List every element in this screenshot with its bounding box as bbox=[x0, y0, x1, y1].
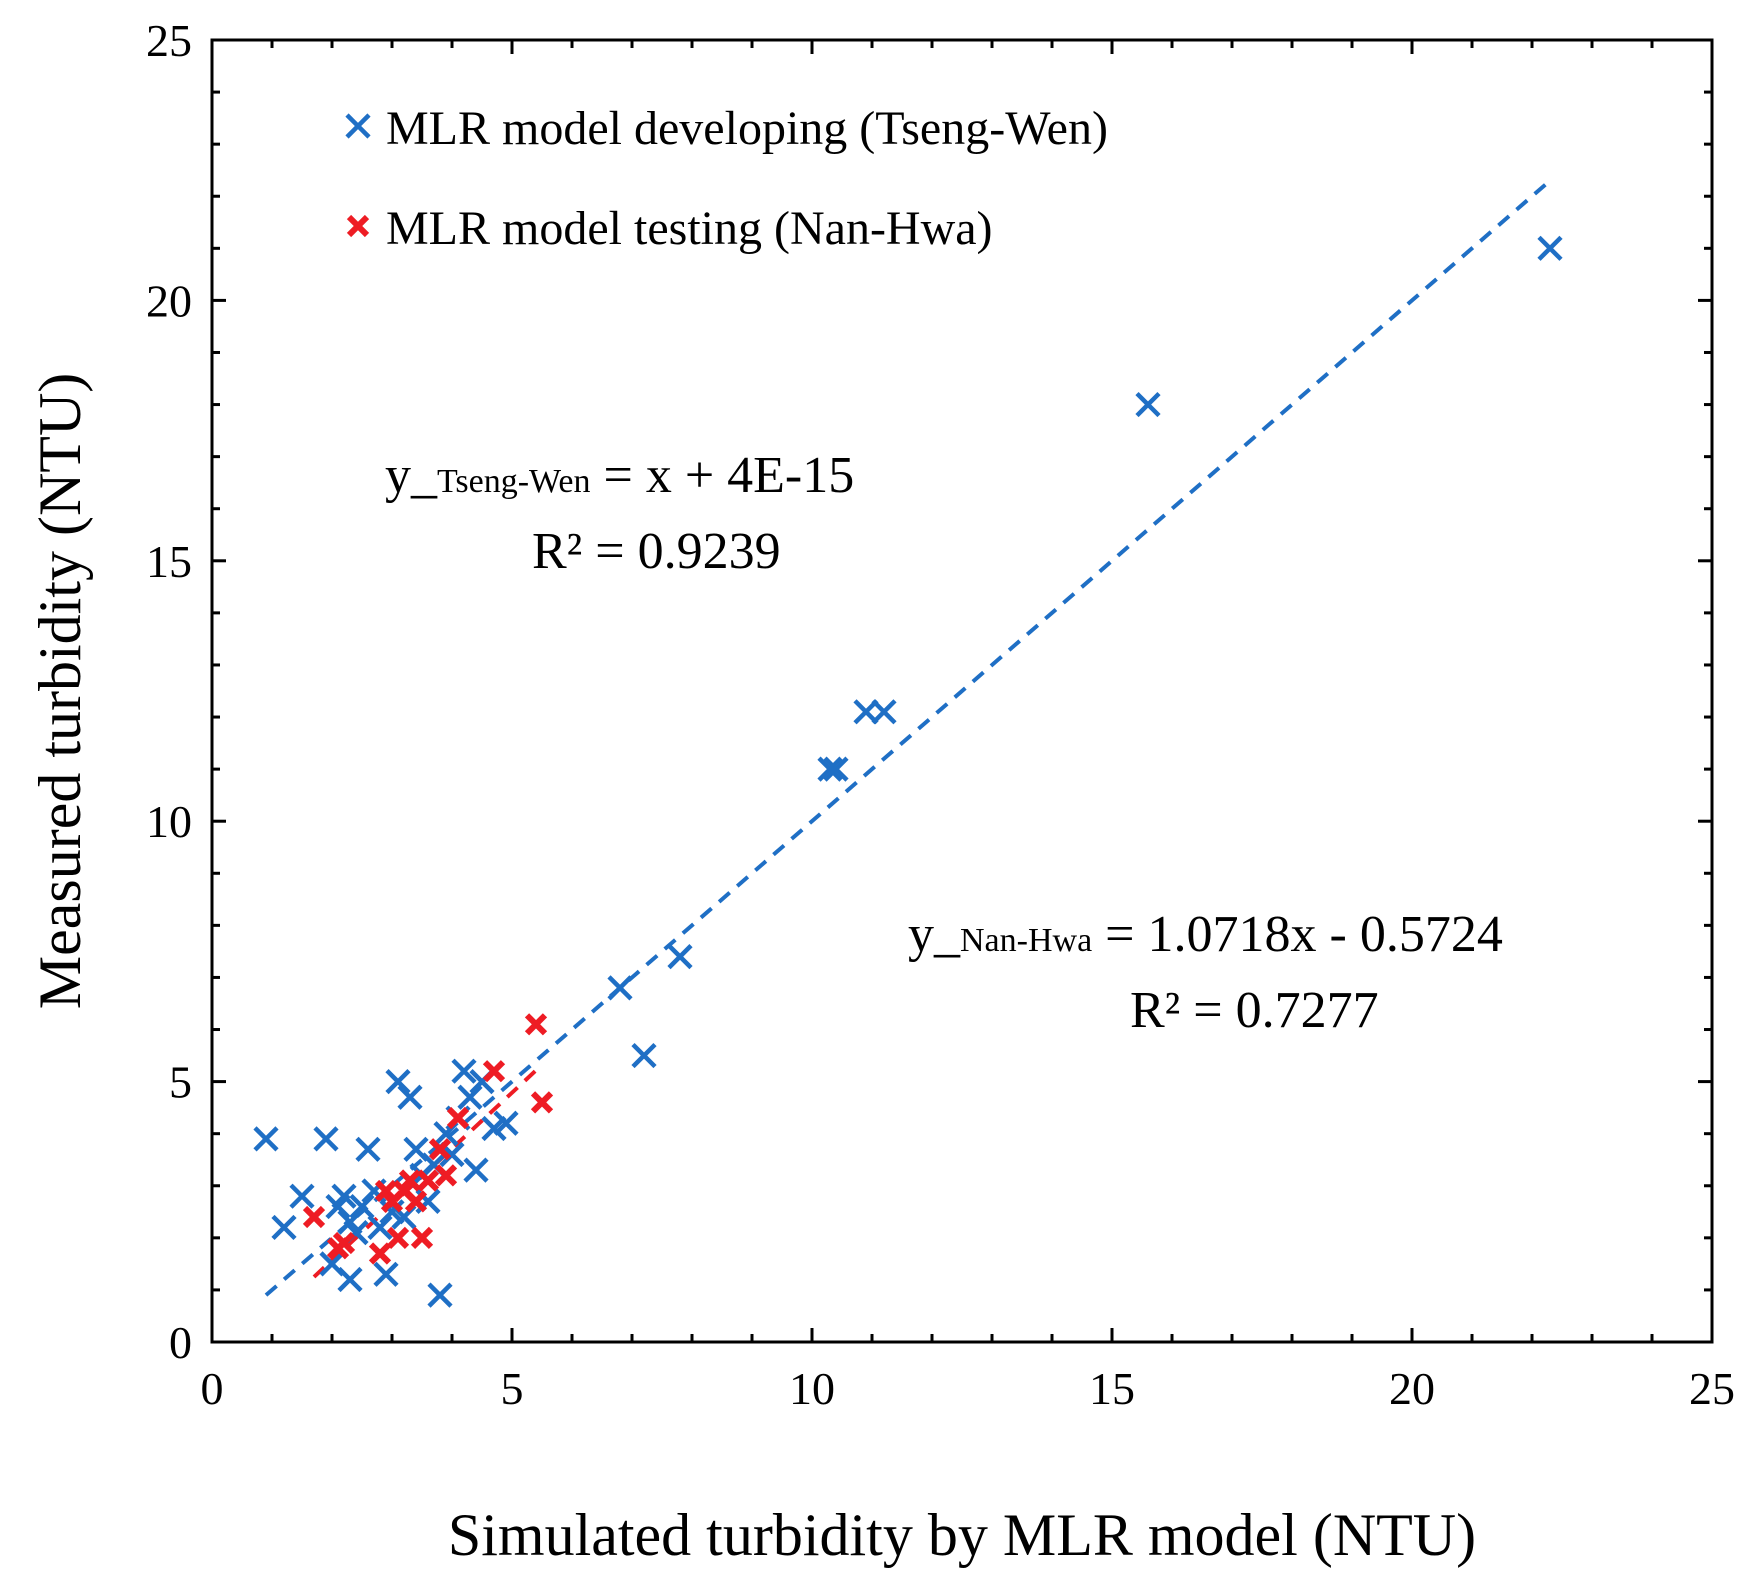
legend: MLR model developing (Tseng-Wen) MLR mod… bbox=[345, 102, 1108, 255]
tseng-wen-point bbox=[337, 1266, 363, 1293]
y-tick-label: 0 bbox=[169, 1317, 192, 1368]
nan-hwa-point bbox=[368, 1242, 392, 1265]
tseng-wen-point bbox=[817, 756, 843, 782]
nan-hwa-point bbox=[524, 1013, 548, 1036]
tseng-wen-point bbox=[463, 1157, 489, 1183]
equation-nan-hwa-prefix: y_ bbox=[908, 906, 961, 963]
legend-label-nan-hwa: MLR model testing (Nan-Hwa) bbox=[386, 202, 993, 255]
x-tick-label: 0 bbox=[201, 1363, 224, 1414]
tseng-wen-point bbox=[631, 1042, 657, 1069]
axis-ticks: 0 5 10 15 20 25 0 5 10 15 20 25 bbox=[146, 15, 1735, 1414]
nan-hwa-point bbox=[482, 1060, 506, 1083]
nan-hwa-point bbox=[428, 1138, 452, 1161]
nan-hwa-point bbox=[410, 1226, 434, 1249]
x-tick-label: 15 bbox=[1089, 1363, 1135, 1414]
nan-hwa-point bbox=[404, 1190, 428, 1213]
tseng-wen-point bbox=[667, 944, 693, 970]
r2-tseng-wen: R² = 0.9239 bbox=[532, 523, 781, 580]
y-tick-label: 20 bbox=[146, 275, 192, 326]
x-tick-label: 5 bbox=[501, 1363, 524, 1414]
nan-hwa-point bbox=[332, 1231, 356, 1255]
tseng-wen-point bbox=[607, 975, 633, 1001]
tseng-wen-point bbox=[457, 1084, 483, 1110]
tseng-wen-point bbox=[1135, 391, 1161, 418]
nan-hwa-point bbox=[416, 1169, 440, 1192]
tseng-wen-point bbox=[871, 699, 897, 725]
tseng-wen-point bbox=[385, 1069, 411, 1095]
legend-cross-nan-hwa bbox=[346, 214, 370, 238]
y-tick-label: 5 bbox=[169, 1057, 192, 1108]
equation-nan-hwa-subscript: Nan-Hwa bbox=[960, 922, 1092, 959]
legend-label-tseng-wen: MLR model developing (Tseng-Wen) bbox=[386, 102, 1108, 155]
y-tick-label: 25 bbox=[146, 15, 192, 66]
tseng-wen-point bbox=[823, 756, 849, 782]
equation-tseng-wen-body: = x + 4E-15 bbox=[591, 447, 855, 504]
tseng-wen-point bbox=[253, 1126, 279, 1152]
tseng-wen-point bbox=[451, 1058, 477, 1084]
tseng-wen-point bbox=[1537, 235, 1563, 261]
y-tick-label: 10 bbox=[146, 796, 192, 847]
trendline-tseng-wen bbox=[264, 179, 1552, 1297]
x-tick-label: 25 bbox=[1689, 1363, 1735, 1414]
tseng-wen-point bbox=[331, 1183, 357, 1209]
tseng-wen-point bbox=[373, 1261, 399, 1287]
tseng-wen-point bbox=[397, 1084, 423, 1110]
x-axis-title: Simulated turbidity by MLR model (NTU) bbox=[448, 1502, 1476, 1568]
tseng-wen-point bbox=[853, 699, 879, 725]
y-tick-label: 15 bbox=[146, 536, 192, 587]
trendlines bbox=[264, 179, 1552, 1297]
equation-tseng-wen-prefix: y_ bbox=[385, 447, 438, 504]
x-tick-label: 20 bbox=[1389, 1363, 1435, 1414]
x-tick-label: 10 bbox=[789, 1363, 835, 1414]
nan-hwa-point bbox=[398, 1169, 422, 1192]
plot-area-frame bbox=[210, 38, 1714, 1344]
nan-hwa-point bbox=[386, 1226, 410, 1249]
tseng-wen-point bbox=[355, 1136, 381, 1162]
r2-nan-hwa: R² = 0.7277 bbox=[1130, 982, 1379, 1039]
legend-cross-tseng-wen bbox=[345, 113, 371, 139]
tseng-wen-point bbox=[289, 1183, 315, 1209]
tseng-wen-point bbox=[427, 1282, 453, 1308]
tseng-wen-point bbox=[271, 1214, 297, 1241]
nan-hwa-point bbox=[434, 1164, 458, 1187]
y-axis-title: Measured turbidity (NTU) bbox=[27, 373, 93, 1010]
data-points bbox=[253, 235, 1563, 1308]
nan-hwa-point bbox=[302, 1205, 326, 1229]
nan-hwa-point bbox=[374, 1179, 398, 1203]
legend-marker-nan-hwa bbox=[346, 214, 370, 238]
tseng-wen-point bbox=[349, 1194, 375, 1220]
legend-marker-tseng-wen bbox=[345, 113, 371, 139]
equation-tseng-wen-subscript: Tseng-Wen bbox=[437, 463, 591, 500]
nan-hwa-point bbox=[530, 1091, 554, 1114]
equation-tseng-wen: y_Tseng-Wen = x + 4E-15 bbox=[385, 447, 854, 504]
tseng-wen-point bbox=[313, 1126, 339, 1152]
equation-nan-hwa-body: = 1.0718x - 0.5724 bbox=[1092, 906, 1503, 963]
tseng-wen-point bbox=[493, 1110, 519, 1136]
nan-hwa-point bbox=[446, 1106, 470, 1130]
tseng-wen-point bbox=[367, 1214, 393, 1241]
equation-nan-hwa: y_Nan-Hwa = 1.0718x - 0.5724 bbox=[908, 906, 1503, 963]
